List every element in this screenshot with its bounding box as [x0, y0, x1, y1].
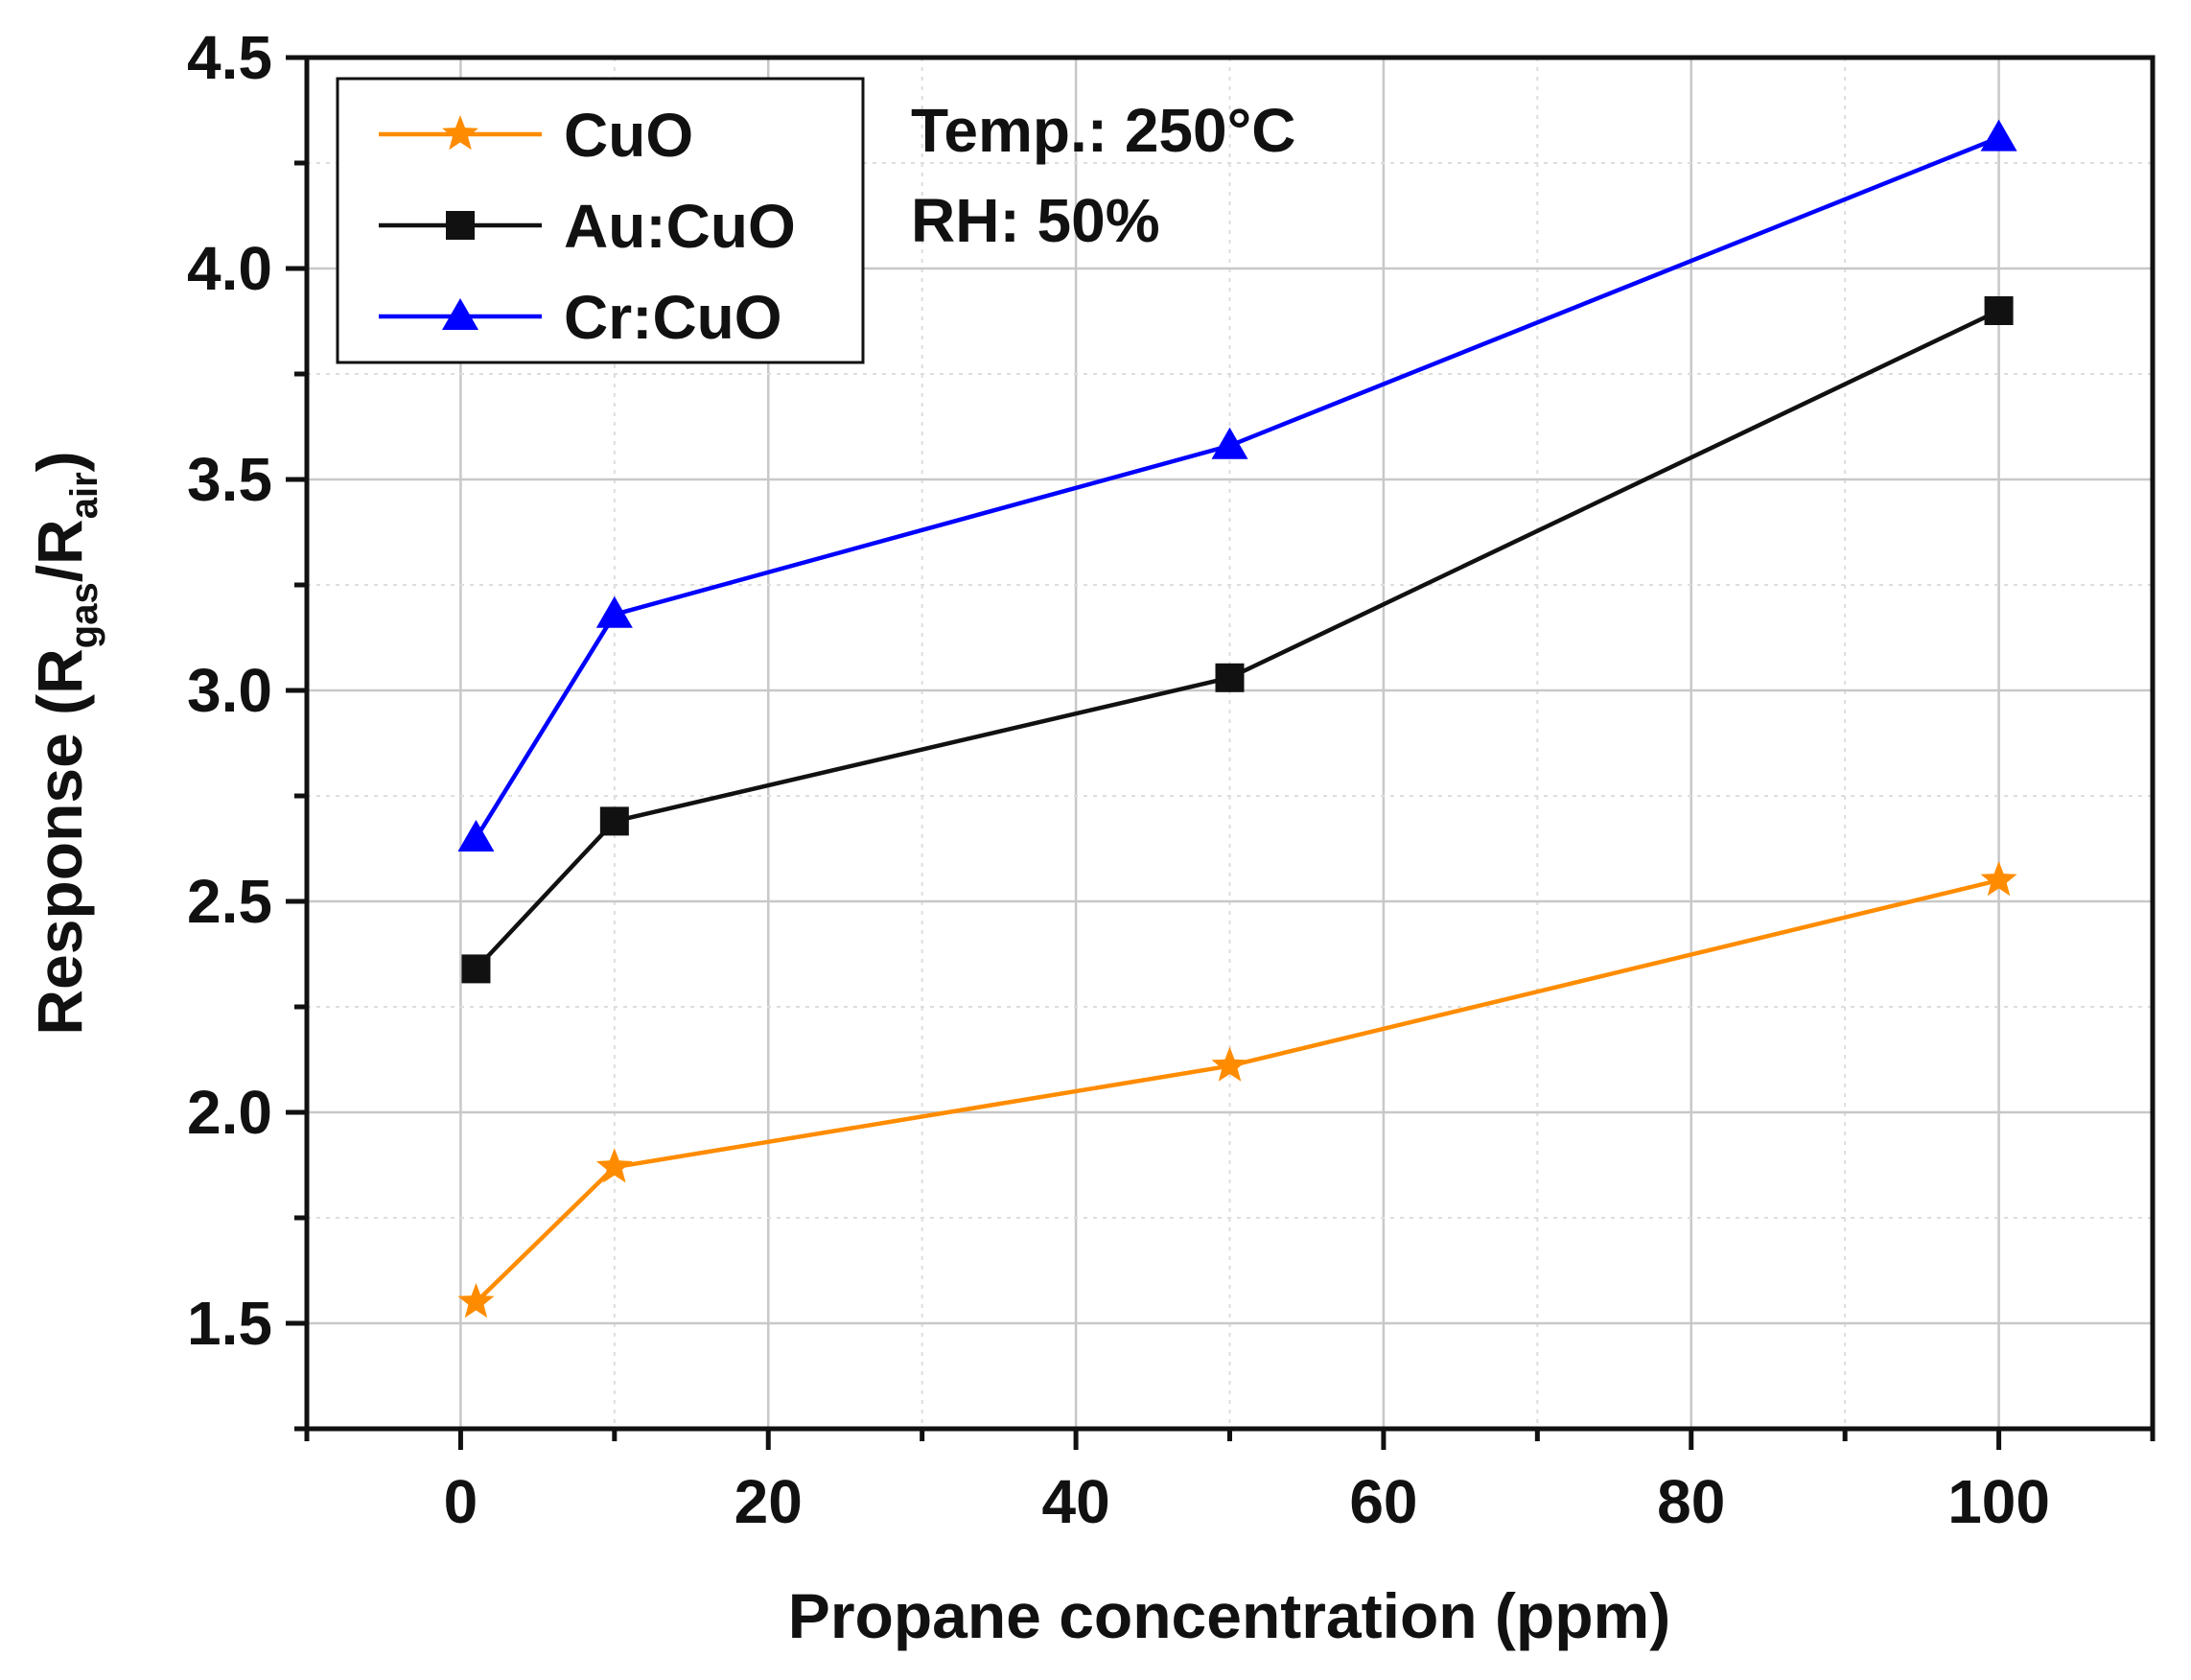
data-point-cuo — [457, 1283, 495, 1318]
legend-swatch-marker — [446, 211, 475, 240]
y-axis-title-sub-air: air — [63, 472, 105, 519]
data-point-cr-cuo — [457, 820, 495, 852]
legend-label: CuO — [564, 101, 693, 170]
x-tick-label: 20 — [734, 1467, 803, 1536]
data-point-au-cuo — [599, 806, 629, 836]
data-point-cuo — [595, 1148, 633, 1183]
legend-label: Au:CuO — [564, 192, 796, 261]
series-cr-cuo — [457, 119, 2017, 852]
y-axis-title-main: Response (R — [24, 648, 95, 1035]
legend-swatch-marker — [442, 298, 478, 330]
x-tick-label: 60 — [1349, 1467, 1417, 1536]
y-tick-label: 4.5 — [187, 23, 272, 92]
data-point-cr-cuo — [1211, 427, 1248, 459]
data-point-au-cuo — [1984, 296, 2014, 325]
legend: CuO Au:CuO Cr:CuO — [336, 77, 865, 364]
y-tick-label: 2.5 — [187, 867, 272, 936]
data-point-cr-cuo — [1980, 119, 2017, 152]
annotation-humidity: RH: 50% — [911, 186, 1160, 255]
legend-items: CuO Au:CuO Cr:CuO — [379, 101, 796, 352]
series-line-au-cuo — [474, 308, 2000, 970]
x-tick-label: 0 — [444, 1467, 478, 1536]
y-tick-label: 1.5 — [187, 1289, 272, 1358]
legend-swatch-marker — [442, 115, 478, 151]
series-cuo — [457, 861, 2017, 1318]
y-axis-title-mid: /R — [24, 519, 95, 582]
y-axis-title-sub-gas: gas — [63, 582, 105, 648]
series-group — [457, 119, 2017, 1318]
grid — [307, 58, 2153, 1429]
y-axis-title: Response (Rgas/Rair) — [24, 451, 105, 1035]
y-tick-label: 3.0 — [187, 656, 272, 725]
x-tick-label: 40 — [1041, 1467, 1109, 1536]
legend-label: Cr:CuO — [564, 283, 782, 352]
data-point-cr-cuo — [595, 595, 633, 628]
y-tick-label: 4.0 — [187, 234, 272, 303]
y-tick-label: 3.5 — [187, 445, 272, 514]
y-tick-label: 2.0 — [187, 1078, 272, 1147]
data-point-cuo — [1211, 1046, 1248, 1082]
data-point-au-cuo — [461, 954, 491, 984]
legend-item-cuo: CuO — [379, 101, 693, 170]
legend-item-au-cuo: Au:CuO — [379, 192, 796, 261]
x-tick-label: 80 — [1657, 1467, 1725, 1536]
series-au-cuo — [461, 296, 2014, 984]
data-point-cuo — [1980, 861, 2017, 897]
x-axis-title: Propane concentration (ppm) — [788, 1580, 1670, 1651]
series-line-cr-cuo — [474, 135, 2000, 840]
x-tick-label: 100 — [1947, 1467, 2050, 1536]
series-line-cuo — [474, 877, 2000, 1304]
annotation-temperature: Temp.: 250°C — [911, 96, 1295, 165]
y-axis-title-end: ) — [24, 451, 95, 472]
axis-ticks: 0 20 40 60 80 100 1.5 2.0 2.5 3.0 3.5 4.0 4.5 — [187, 23, 2156, 1536]
legend-item-cr-cuo: Cr:CuO — [379, 283, 782, 352]
data-point-au-cuo — [1215, 663, 1245, 692]
